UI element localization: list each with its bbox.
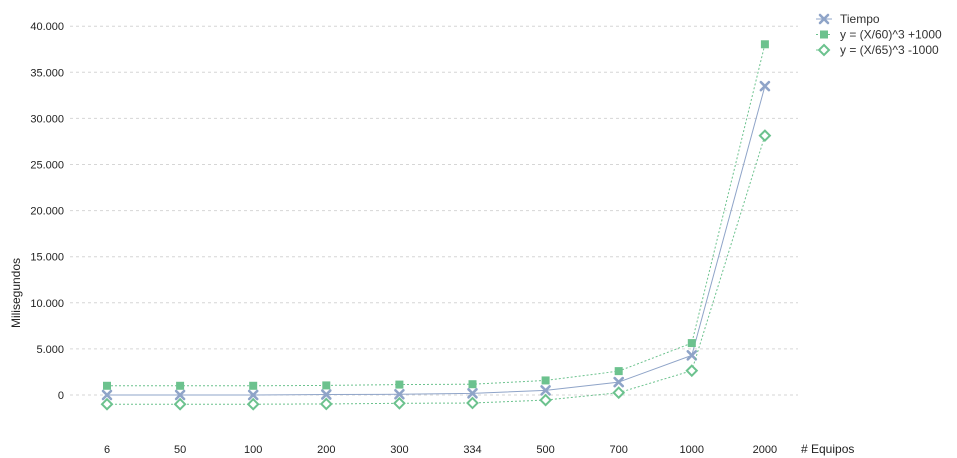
data-point (467, 388, 478, 399)
data-point (320, 389, 332, 400)
x-tick-label: 100 (244, 444, 262, 456)
x-axis: 6 50 100 200 300 334 500 700 1000 2000 # Equipos (104, 442, 854, 456)
data-point (322, 381, 331, 390)
x-tick-label: 700 (610, 444, 628, 456)
y-axis-title: Milisegundos (9, 258, 23, 328)
x-tick-label: 200 (317, 444, 335, 456)
grid-layer (70, 25, 798, 396)
marker-stroke (467, 388, 478, 399)
data-point (319, 397, 333, 411)
data-point (614, 367, 623, 376)
data-point (540, 385, 551, 396)
marker-stroke (101, 389, 113, 401)
data-point (173, 397, 187, 411)
data-point (394, 388, 405, 400)
data-point (759, 80, 771, 92)
x-tick-label: 300 (390, 444, 408, 456)
x-tick-label: 1000 (680, 444, 704, 456)
series-layer (100, 40, 772, 411)
data-point (612, 386, 626, 400)
data-point (247, 389, 259, 401)
x-axis-title: # Equipos (801, 442, 854, 456)
data-point (246, 397, 260, 411)
legend-marker (818, 13, 830, 25)
legend-label: y = (X/60)^3 +1000 (840, 28, 942, 42)
legend-label: y = (X/65)^3 -1000 (840, 43, 939, 57)
data-point (174, 389, 186, 401)
series-line-2 (107, 135, 766, 405)
data-point (103, 381, 111, 390)
x-tick-label: 2000 (753, 444, 777, 456)
series-line-0 (107, 85, 766, 396)
marker-stroke (759, 80, 771, 92)
data-point (760, 40, 769, 49)
x-tick-label: 6 (104, 444, 110, 456)
marker-stroke (686, 350, 698, 361)
legend-label: Tiempo (840, 12, 880, 26)
y-tick-label: 15.000 (30, 252, 64, 264)
y-tick-label: 40.000 (30, 21, 64, 33)
data-point (101, 389, 113, 401)
y-tick-label: 25.000 (30, 160, 64, 172)
marker-stroke (247, 389, 259, 401)
x-tick-label: 334 (463, 444, 481, 456)
data-point (686, 350, 698, 361)
data-point (466, 396, 479, 410)
y-tick-label: 20.000 (30, 206, 64, 218)
data-point (685, 364, 699, 378)
y-tick-label: 30.000 (30, 113, 64, 125)
legend-marker (817, 43, 831, 57)
data-point (392, 396, 406, 410)
data-point (100, 397, 114, 411)
marker-stroke (613, 376, 625, 388)
x-tick-label: 500 (536, 444, 554, 456)
data-point (613, 376, 625, 388)
y-tick-label: 10.000 (30, 298, 64, 310)
marker-stroke (818, 13, 830, 25)
y-tick-label: 5.000 (36, 344, 64, 356)
marker-stroke (540, 385, 551, 396)
marker-stroke (174, 389, 186, 401)
marker-stroke (394, 388, 405, 400)
data-point (176, 381, 185, 390)
series-line-1 (107, 44, 766, 387)
data-point (468, 380, 477, 389)
y-axis: 0 5.000 10.000 15.000 20.000 25.000 30.000 35.0… (30, 21, 64, 402)
data-point (249, 381, 258, 390)
x-tick-label: 50 (174, 444, 186, 456)
y-tick-label: 35.000 (30, 67, 64, 79)
marker-stroke (320, 389, 332, 400)
data-point (758, 129, 772, 143)
y-tick-label: 0 (58, 390, 64, 402)
data-point (541, 376, 550, 385)
data-point (395, 380, 404, 389)
data-point (687, 339, 696, 348)
data-point (539, 393, 553, 407)
legend-marker (820, 30, 828, 39)
